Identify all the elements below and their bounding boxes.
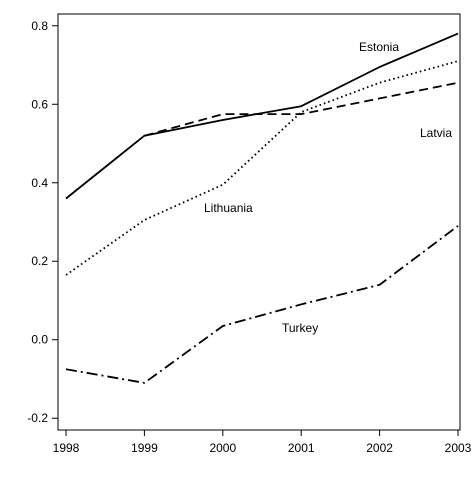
x-axis: 1998 1999 2000 2001 2002 2003: [53, 430, 472, 455]
series-label-estonia: Estonia: [359, 40, 399, 54]
series-line-estonia: [65, 32, 459, 200]
y-tick-label: 0.8: [31, 19, 48, 33]
y-tick-label: 0.0: [31, 333, 48, 347]
x-tick-label: 2003: [445, 441, 472, 455]
series-label-group: Estonia Latvia Lithuania Turkey: [204, 40, 452, 335]
x-tick-label: 2000: [209, 441, 236, 455]
x-tick-label: 1998: [53, 441, 80, 455]
y-tick-label: 0.6: [31, 97, 48, 111]
series-line-latvia: [144, 81, 459, 137]
y-tick-label: 0.4: [31, 176, 48, 190]
series-line-turkey: [65, 225, 459, 384]
x-tick-label: 2001: [288, 441, 315, 455]
series-label-latvia: Latvia: [420, 126, 452, 140]
x-tick-label: 2002: [366, 441, 393, 455]
y-axis: -0.2 0.0 0.2 0.4 0.6 0.8: [27, 19, 58, 425]
series-label-lithuania: Lithuania: [204, 201, 253, 215]
y-tick-label: 0.2: [31, 254, 48, 268]
series-label-turkey: Turkey: [282, 321, 318, 335]
series-line-lithuania: [65, 60, 459, 276]
series-group: [65, 32, 459, 384]
plot-frame: [57, 13, 461, 431]
x-tick-label: 1999: [131, 441, 158, 455]
y-tick-label: -0.2: [27, 411, 48, 425]
